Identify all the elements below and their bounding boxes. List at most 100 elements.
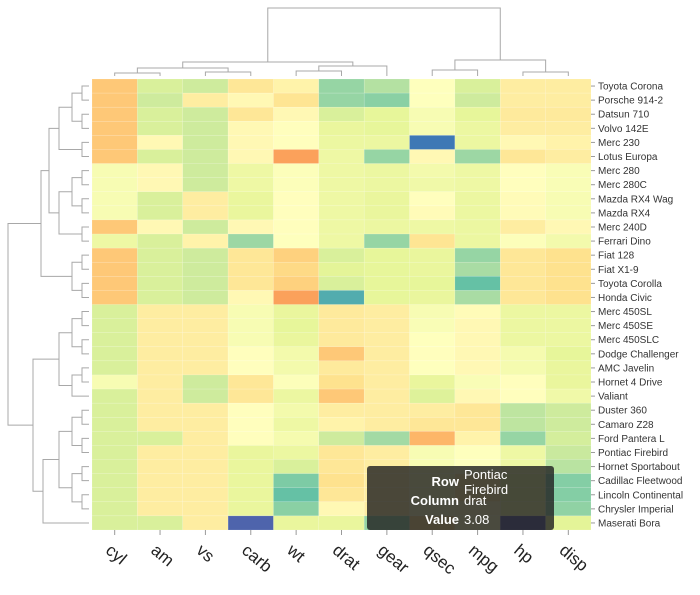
- heatmap-cell[interactable]: [454, 445, 501, 460]
- heatmap-cell[interactable]: [182, 515, 229, 531]
- heatmap-cell[interactable]: [318, 501, 365, 517]
- heatmap-cell[interactable]: [273, 431, 320, 446]
- heatmap-cell[interactable]: [454, 247, 501, 263]
- heatmap-cell[interactable]: [409, 374, 456, 390]
- heatmap-cell[interactable]: [363, 121, 410, 136]
- heatmap-cell[interactable]: [363, 417, 410, 432]
- heatmap-cell[interactable]: [545, 388, 592, 404]
- heatmap-cell[interactable]: [318, 106, 365, 122]
- heatmap-cell[interactable]: [409, 233, 456, 249]
- heatmap-cell[interactable]: [454, 78, 501, 94]
- heatmap-cell[interactable]: [182, 78, 229, 94]
- heatmap-cell[interactable]: [91, 388, 138, 404]
- heatmap-cell[interactable]: [182, 459, 229, 474]
- heatmap-cell[interactable]: [137, 388, 183, 404]
- heatmap-cell[interactable]: [318, 219, 365, 235]
- heatmap-cell[interactable]: [454, 318, 501, 333]
- heatmap-cell[interactable]: [137, 149, 183, 164]
- heatmap-cell[interactable]: [91, 205, 138, 221]
- heatmap-cell[interactable]: [545, 276, 592, 291]
- heatmap-cell[interactable]: [182, 233, 229, 249]
- heatmap-cell[interactable]: [182, 205, 229, 221]
- heatmap-cell[interactable]: [137, 318, 183, 333]
- heatmap-cell[interactable]: [363, 205, 410, 221]
- heatmap-cell[interactable]: [227, 445, 274, 460]
- heatmap-cell[interactable]: [409, 304, 456, 319]
- heatmap-cell[interactable]: [137, 205, 183, 221]
- heatmap-cell[interactable]: [318, 78, 365, 94]
- heatmap-cell[interactable]: [182, 332, 229, 348]
- heatmap-cell[interactable]: [363, 163, 410, 178]
- heatmap-cell[interactable]: [227, 431, 274, 446]
- heatmap-cell[interactable]: [545, 304, 592, 319]
- heatmap-cell[interactable]: [545, 106, 592, 122]
- heatmap-cell[interactable]: [273, 92, 320, 108]
- heatmap-cell[interactable]: [227, 78, 274, 94]
- heatmap-cell[interactable]: [273, 332, 320, 348]
- heatmap-cell[interactable]: [182, 92, 229, 108]
- heatmap-cell[interactable]: [409, 163, 456, 178]
- heatmap-cell[interactable]: [363, 219, 410, 235]
- heatmap-cell[interactable]: [500, 402, 546, 418]
- heatmap-cell[interactable]: [409, 205, 456, 221]
- heatmap-cell[interactable]: [273, 177, 320, 193]
- heatmap-cell[interactable]: [273, 205, 320, 221]
- heatmap-cell[interactable]: [545, 402, 592, 418]
- heatmap-cell[interactable]: [137, 459, 183, 474]
- heatmap-cell[interactable]: [545, 191, 592, 207]
- heatmap-cell[interactable]: [182, 346, 229, 362]
- heatmap-cell[interactable]: [227, 106, 274, 122]
- heatmap-cell[interactable]: [318, 360, 365, 376]
- heatmap-cell[interactable]: [91, 304, 138, 319]
- heatmap-cell[interactable]: [500, 346, 546, 362]
- heatmap-cell[interactable]: [409, 177, 456, 193]
- heatmap-cell[interactable]: [454, 261, 501, 277]
- heatmap-cell[interactable]: [182, 360, 229, 376]
- heatmap-cell[interactable]: [500, 233, 546, 249]
- heatmap-cell[interactable]: [273, 290, 320, 305]
- heatmap-cell[interactable]: [182, 487, 229, 503]
- heatmap-cell[interactable]: [273, 374, 320, 390]
- heatmap-cell[interactable]: [273, 304, 320, 319]
- heatmap-cell[interactable]: [227, 487, 274, 503]
- heatmap-cell[interactable]: [227, 346, 274, 362]
- heatmap-cell[interactable]: [91, 445, 138, 460]
- heatmap-cell[interactable]: [363, 318, 410, 333]
- heatmap-cell[interactable]: [273, 135, 320, 150]
- heatmap-cell[interactable]: [137, 219, 183, 235]
- heatmap-cell[interactable]: [409, 247, 456, 263]
- heatmap-cell[interactable]: [318, 121, 365, 136]
- heatmap-cell[interactable]: [500, 135, 546, 150]
- heatmap-cell[interactable]: [500, 332, 546, 348]
- heatmap-cell[interactable]: [500, 417, 546, 432]
- heatmap-cell[interactable]: [545, 332, 592, 348]
- heatmap-cell[interactable]: [318, 177, 365, 193]
- heatmap-cell[interactable]: [273, 388, 320, 404]
- heatmap-cell[interactable]: [363, 135, 410, 150]
- heatmap-cell[interactable]: [454, 219, 501, 235]
- heatmap-cell[interactable]: [318, 205, 365, 221]
- heatmap-cell[interactable]: [91, 360, 138, 376]
- heatmap-cell[interactable]: [545, 92, 592, 108]
- heatmap-cell[interactable]: [227, 247, 274, 263]
- heatmap-cell[interactable]: [409, 388, 456, 404]
- heatmap-cell[interactable]: [137, 247, 183, 263]
- heatmap-cell[interactable]: [318, 487, 365, 503]
- heatmap-cell[interactable]: [454, 276, 501, 291]
- heatmap-cell[interactable]: [318, 374, 365, 390]
- heatmap-cell[interactable]: [454, 360, 501, 376]
- heatmap-cell[interactable]: [454, 332, 501, 348]
- heatmap-cell[interactable]: [500, 388, 546, 404]
- heatmap-cell[interactable]: [500, 191, 546, 207]
- heatmap-cell[interactable]: [318, 163, 365, 178]
- heatmap-cell[interactable]: [363, 374, 410, 390]
- heatmap-cell[interactable]: [182, 121, 229, 136]
- heatmap-cell[interactable]: [182, 473, 229, 488]
- heatmap-cell[interactable]: [227, 205, 274, 221]
- heatmap-cell[interactable]: [227, 149, 274, 164]
- heatmap-cell[interactable]: [500, 360, 546, 376]
- heatmap-cell[interactable]: [91, 318, 138, 333]
- heatmap-cell[interactable]: [363, 346, 410, 362]
- heatmap-cell[interactable]: [363, 78, 410, 94]
- heatmap-cell[interactable]: [273, 360, 320, 376]
